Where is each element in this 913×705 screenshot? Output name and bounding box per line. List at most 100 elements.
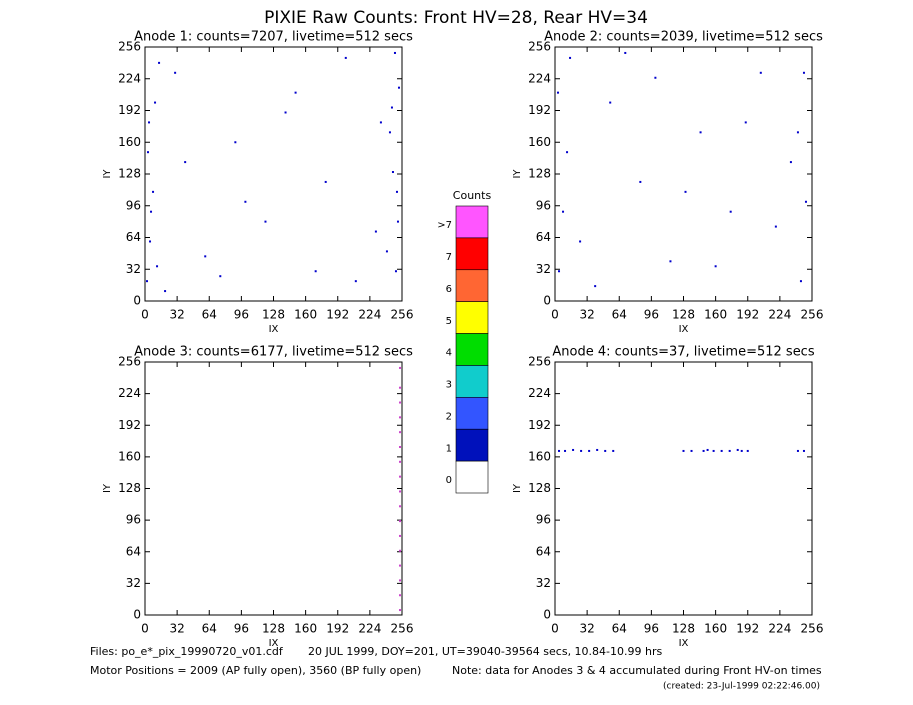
colorbar-swatch	[455, 301, 489, 334]
data-point	[147, 151, 150, 154]
plot-frame	[554, 46, 813, 302]
x-axis-label: IX	[679, 324, 689, 335]
footer-created: (created: 23-Jul-1999 02:22:46.00)	[663, 682, 820, 692]
x-tick-label: 96	[234, 622, 249, 636]
colorbar-swatch	[455, 428, 489, 462]
data-point	[796, 449, 799, 452]
data-point	[569, 56, 572, 59]
footer-files: Files: po_e*_pix_19990720_v01.cdf	[90, 645, 284, 658]
y-tick-label: 256	[118, 355, 141, 369]
data-point	[204, 255, 207, 258]
y-tick-label: 224	[528, 71, 551, 85]
data-point	[596, 448, 599, 451]
data-point	[588, 449, 591, 452]
data-point	[154, 101, 157, 104]
x-tick-label: 32	[169, 308, 184, 322]
data-point	[398, 609, 401, 612]
x-tick-label: 160	[294, 308, 317, 322]
y-tick-label: 128	[118, 167, 141, 181]
data-point	[388, 131, 391, 134]
y-tick-label: 256	[528, 355, 551, 369]
plot-frame	[554, 361, 813, 616]
x-tick-label: 64	[612, 622, 627, 636]
data-point	[774, 225, 777, 228]
data-point	[740, 449, 743, 452]
x-tick-label: 256	[391, 308, 414, 322]
y-tick-label: 96	[536, 198, 551, 212]
y-tick-label: 192	[528, 418, 551, 432]
x-tick-label: 64	[202, 308, 217, 322]
x-tick-label: 160	[704, 622, 727, 636]
data-point	[148, 121, 151, 124]
y-tick-label: 160	[118, 449, 141, 463]
data-point	[729, 210, 732, 213]
x-tick-label: 192	[736, 622, 759, 636]
y-tick-label: 32	[536, 576, 551, 590]
data-point	[397, 86, 400, 89]
data-point	[374, 230, 377, 233]
data-point	[654, 76, 657, 79]
data-point	[264, 220, 267, 223]
y-tick-label: 128	[528, 167, 551, 181]
x-tick-label: 128	[672, 308, 695, 322]
x-tick-label: 160	[294, 622, 317, 636]
data-point	[702, 449, 705, 452]
data-point	[398, 386, 401, 389]
y-tick-label: 96	[126, 198, 141, 212]
y-tick-label: 64	[536, 230, 551, 244]
data-point	[234, 141, 237, 144]
y-tick-label: 160	[528, 135, 551, 149]
data-point	[699, 131, 702, 134]
y-axis-label: IY	[102, 483, 113, 493]
data-point	[557, 91, 560, 94]
y-tick-label: 64	[126, 544, 141, 558]
data-point	[714, 265, 717, 268]
colorbar-label: 4	[446, 348, 452, 359]
data-point	[398, 534, 401, 537]
data-point	[294, 91, 297, 94]
data-point	[152, 190, 155, 193]
data-point	[562, 210, 565, 213]
x-tick-label: 224	[358, 308, 381, 322]
data-point	[174, 71, 177, 74]
x-tick-label: 224	[358, 622, 381, 636]
y-tick-label: 96	[126, 513, 141, 527]
chart-title: PIXIE Raw Counts: Front HV=28, Rear HV=3…	[264, 8, 648, 28]
colorbar-label: 7	[446, 252, 452, 263]
x-tick-label: 224	[768, 622, 791, 636]
data-point	[244, 200, 247, 203]
y-tick-label: 32	[536, 262, 551, 276]
y-tick-label: 192	[528, 103, 551, 117]
plot-frame	[144, 46, 403, 302]
data-point	[572, 448, 575, 451]
colorbar-label: 2	[446, 411, 452, 422]
x-tick-label: 0	[141, 308, 149, 322]
y-tick-label: 224	[118, 386, 141, 400]
y-axis-label: IY	[512, 483, 523, 493]
x-tick-label: 32	[579, 308, 594, 322]
data-point	[564, 449, 567, 452]
data-point	[398, 416, 401, 419]
footer-date: 20 JUL 1999, DOY=201, UT=39040-39564 sec…	[308, 645, 663, 658]
data-point	[398, 366, 401, 369]
data-point	[379, 121, 382, 124]
colorbar-swatch	[455, 333, 489, 366]
x-axis-label: IX	[679, 638, 689, 649]
data-point	[669, 260, 672, 263]
x-tick-label: 192	[326, 308, 349, 322]
data-point	[736, 448, 739, 451]
data-point	[802, 449, 805, 452]
x-tick-label: 0	[551, 622, 559, 636]
data-point	[796, 131, 799, 134]
data-point	[219, 275, 222, 278]
data-point	[284, 111, 287, 114]
y-tick-label: 32	[126, 576, 141, 590]
data-point	[398, 564, 401, 567]
data-point	[398, 549, 401, 552]
y-tick-label: 128	[118, 481, 141, 495]
data-point	[394, 270, 397, 273]
data-point	[398, 401, 401, 404]
data-point	[789, 161, 792, 164]
data-point	[164, 290, 167, 293]
data-point	[396, 220, 399, 223]
